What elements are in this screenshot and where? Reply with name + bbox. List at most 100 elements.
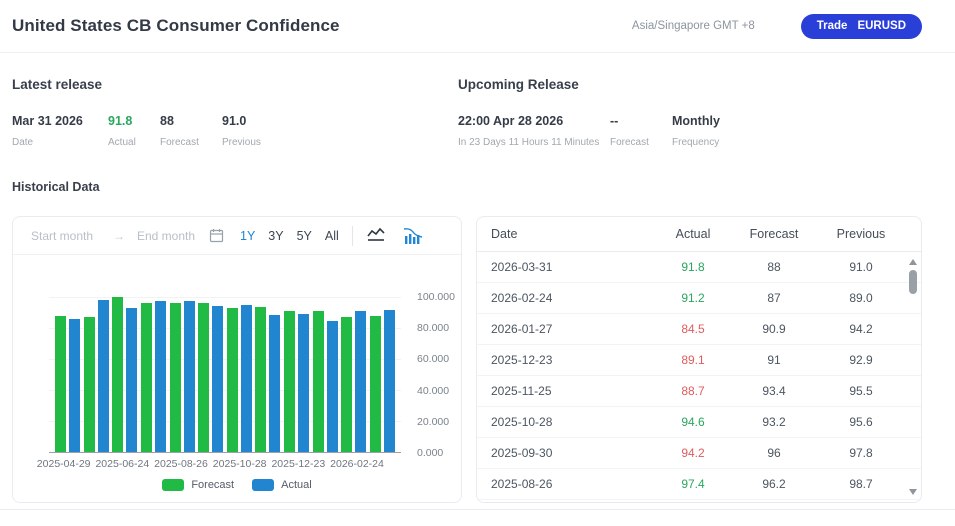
bar-forecast [141,303,152,452]
column-header-previous: Previous [815,227,907,241]
cell-actual: 94.2 [653,446,733,460]
latest-previous-label: Previous [222,137,261,148]
cell-date: 2026-02-24 [491,291,653,305]
chart-plot-area [49,297,401,453]
scroll-up-icon[interactable] [909,259,917,265]
bar-actual [155,301,166,452]
cell-previous: 98.7 [815,477,907,491]
cell-date: 2025-11-25 [491,384,653,398]
cell-forecast: 96.2 [733,477,815,491]
upcoming-frequency-stat: Monthly Frequency [672,114,720,148]
cell-previous: 95.5 [815,384,907,398]
date-range-arrow-icon: → [113,229,125,243]
historical-data-heading: Historical Data [12,180,943,194]
cell-previous: 89.0 [815,291,907,305]
bar-actual [298,314,309,452]
upcoming-frequency-value: Monthly [672,114,720,128]
y-axis-tick-label: 80.000 [409,322,449,334]
latest-date-stat: Mar 31 2026 Date [12,114,108,148]
legend-label: Actual [281,479,312,491]
table-body: 2026-03-3191.88891.02026-02-2491.28789.0… [477,252,921,500]
bar-group [227,297,252,452]
page-header: United States CB Consumer Confidence Asi… [0,0,955,53]
cell-actual: 89.1 [653,353,733,367]
y-axis-tick-label: 100.000 [409,291,455,303]
range-button-1y[interactable]: 1Y [240,229,255,243]
bar-actual [327,321,338,452]
x-axis-labels: 2025-04-292025-06-242025-08-262025-10-28… [49,458,401,471]
bar-actual [126,308,137,452]
table-header-row: Date Actual Forecast Previous [477,217,921,252]
latest-forecast-stat: 88 Forecast [160,114,222,148]
latest-actual-stat: 91.8 Actual [108,114,160,148]
line-chart-icon[interactable] [366,227,388,245]
cell-forecast: 91 [733,353,815,367]
bar-group [55,297,80,452]
table-row: 2025-12-2389.19192.9 [477,345,921,376]
end-month-input[interactable]: End month [137,229,209,243]
cell-previous: 95.6 [815,415,907,429]
page-bottom-divider [0,509,955,510]
x-axis-tick-label: 2026-02-24 [330,458,384,470]
cell-actual: 88.7 [653,384,733,398]
latest-release-section: Latest release Mar 31 2026 Date 91.8 Act… [12,77,458,148]
y-axis-tick-label: 60.000 [409,353,449,365]
upcoming-release-heading: Upcoming Release [458,77,720,92]
bar-groups [49,297,401,452]
cell-actual: 84.5 [653,322,733,336]
bar-forecast [84,317,95,452]
table-row: 2025-10-2894.693.295.6 [477,407,921,438]
y-axis-tick-label: 20.000 [409,416,449,428]
legend-swatch-actual [252,479,274,491]
bar-chart-icon[interactable] [402,227,424,245]
upcoming-countdown-label: In 23 Days 11 Hours 11 Minutes [458,137,610,148]
chart-toolbar: Start month → End month 1Y 3Y 5Y All [13,217,461,255]
table-row: 2026-01-2784.590.994.2 [477,314,921,345]
release-summary: Latest release Mar 31 2026 Date 91.8 Act… [0,77,955,148]
legend-item-actual[interactable]: Actual [252,479,312,491]
y-axis-tick-label: 0.000 [409,447,443,459]
bar-forecast [55,316,66,452]
chart-legend: Forecast Actual [13,479,461,491]
bar-forecast [170,303,181,452]
trade-button[interactable]: Trade EURUSD [801,14,922,39]
trade-button-symbol: EURUSD [857,20,906,32]
bar-group [370,297,395,452]
column-header-forecast: Forecast [733,227,815,241]
latest-previous-value: 91.0 [222,114,261,128]
bar-forecast [255,307,266,452]
table-row: 2026-03-3191.88891.0 [477,252,921,283]
cell-forecast: 93.4 [733,384,815,398]
bar-group [284,297,309,452]
x-axis-tick-label: 2025-08-26 [154,458,208,470]
table-scrollbar[interactable] [908,257,918,497]
cell-previous: 92.9 [815,353,907,367]
cell-date: 2026-03-31 [491,260,653,274]
column-header-actual: Actual [653,227,733,241]
start-month-input[interactable]: Start month [31,229,113,243]
x-axis-tick-label: 2025-12-23 [271,458,325,470]
x-axis-tick-label: 2025-10-28 [213,458,267,470]
calendar-icon[interactable] [209,228,224,243]
x-axis-tick-label: 2025-06-24 [95,458,149,470]
range-button-all[interactable]: All [325,229,339,243]
legend-item-forecast[interactable]: Forecast [162,479,234,491]
bar-actual [69,319,80,452]
range-button-5y[interactable]: 5Y [297,229,312,243]
bar-group [141,297,166,452]
trade-button-label: Trade [817,20,848,32]
column-header-date: Date [491,227,653,241]
cell-previous: 94.2 [815,322,907,336]
bar-group [313,297,338,452]
scrollbar-thumb[interactable] [909,270,917,294]
cell-forecast: 88 [733,260,815,274]
historical-data-table: Date Actual Forecast Previous 2026-03-31… [476,216,922,503]
range-button-3y[interactable]: 3Y [268,229,283,243]
scroll-down-icon[interactable] [909,489,917,495]
cell-previous: 97.8 [815,446,907,460]
cell-previous: 91.0 [815,260,907,274]
cell-actual: 91.8 [653,260,733,274]
cell-date: 2025-10-28 [491,415,653,429]
y-axis-tick-label: 40.000 [409,385,449,397]
cell-forecast: 90.9 [733,322,815,336]
